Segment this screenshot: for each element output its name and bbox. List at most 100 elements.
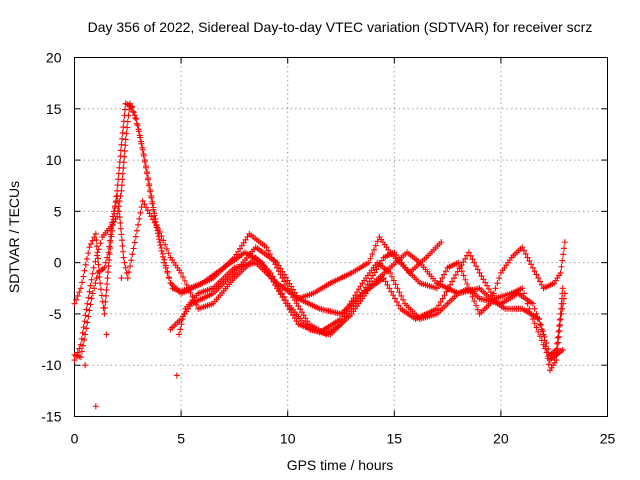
data-point <box>433 305 440 312</box>
data-point <box>465 249 472 256</box>
data-point <box>151 219 158 226</box>
data-point <box>462 255 469 262</box>
data-point <box>142 164 149 171</box>
data-point <box>178 269 185 276</box>
data-point <box>130 108 137 115</box>
data-point <box>116 208 123 215</box>
data-point <box>83 255 90 262</box>
data-point <box>561 290 568 297</box>
data-point <box>386 285 393 292</box>
data-point <box>156 228 163 235</box>
data-point <box>545 353 552 360</box>
data-point <box>265 247 272 254</box>
data-point <box>535 328 542 335</box>
data-point <box>120 159 127 166</box>
y-tick-label: 10 <box>46 152 62 168</box>
data-point <box>156 236 163 243</box>
data-point <box>110 208 117 215</box>
data-point <box>92 258 99 265</box>
grid-lines <box>74 57 608 417</box>
data-point <box>145 176 152 183</box>
data-point <box>538 322 545 329</box>
data-point <box>458 262 465 269</box>
data-point <box>96 274 103 281</box>
data-point <box>144 207 151 214</box>
data-point <box>137 209 144 216</box>
data-point <box>535 316 542 323</box>
data-point <box>392 295 399 302</box>
data-point <box>559 305 566 312</box>
data-point <box>104 275 111 282</box>
data-point <box>117 225 124 232</box>
data-point <box>263 244 270 251</box>
data-point <box>85 250 92 257</box>
data-point <box>136 215 143 222</box>
data-point <box>119 242 126 249</box>
data-point <box>109 219 116 226</box>
series-stray <box>82 275 180 410</box>
data-point <box>122 142 129 149</box>
data-point <box>177 326 184 333</box>
data-point <box>101 310 108 317</box>
data-point <box>139 198 146 205</box>
data-point <box>121 147 128 154</box>
data-point <box>441 271 448 278</box>
data-point <box>119 129 126 136</box>
y-tick-label: -15 <box>41 409 61 425</box>
data-point <box>538 326 545 333</box>
data-point <box>74 292 81 299</box>
data-point <box>558 263 565 270</box>
data-point <box>395 302 402 309</box>
data-points <box>71 100 568 410</box>
data-point <box>125 112 132 119</box>
data-point <box>173 372 180 379</box>
data-point <box>536 278 543 285</box>
data-point <box>524 254 531 261</box>
data-point <box>179 273 186 280</box>
data-point <box>82 312 89 319</box>
data-point <box>104 281 111 288</box>
data-point <box>105 263 112 270</box>
data-point <box>460 272 467 279</box>
data-point <box>382 278 389 285</box>
series-track-1 <box>71 100 445 338</box>
data-point <box>555 339 562 346</box>
data-point <box>149 216 156 223</box>
data-point <box>86 307 93 314</box>
tick-marks <box>74 57 608 417</box>
data-point <box>478 273 485 280</box>
data-point <box>117 219 124 226</box>
data-point <box>561 239 568 246</box>
data-point <box>494 280 501 287</box>
data-point <box>520 247 527 254</box>
data-point <box>281 278 288 285</box>
data-point <box>104 254 111 261</box>
data-point <box>367 255 374 262</box>
data-point <box>473 302 480 309</box>
data-point <box>118 231 125 238</box>
data-point <box>102 298 109 305</box>
data-point <box>85 313 92 320</box>
data-point <box>465 285 472 292</box>
data-point <box>538 337 545 344</box>
data-point <box>533 324 540 331</box>
data-point <box>108 225 115 232</box>
data-point <box>103 286 110 293</box>
data-point <box>480 276 487 283</box>
data-point <box>77 285 84 292</box>
data-point <box>445 285 452 292</box>
data-point <box>529 300 536 307</box>
data-point <box>115 203 122 210</box>
data-point <box>92 230 99 237</box>
data-point <box>476 269 483 276</box>
data-point <box>94 255 101 262</box>
x-tick-label: 10 <box>280 431 296 447</box>
data-point <box>545 361 552 368</box>
data-point <box>105 249 112 256</box>
data-point <box>519 285 526 292</box>
data-point <box>536 321 543 328</box>
y-tick-label: 5 <box>54 203 62 219</box>
data-point <box>84 300 91 307</box>
data-point <box>91 285 98 292</box>
data-point <box>107 231 114 238</box>
